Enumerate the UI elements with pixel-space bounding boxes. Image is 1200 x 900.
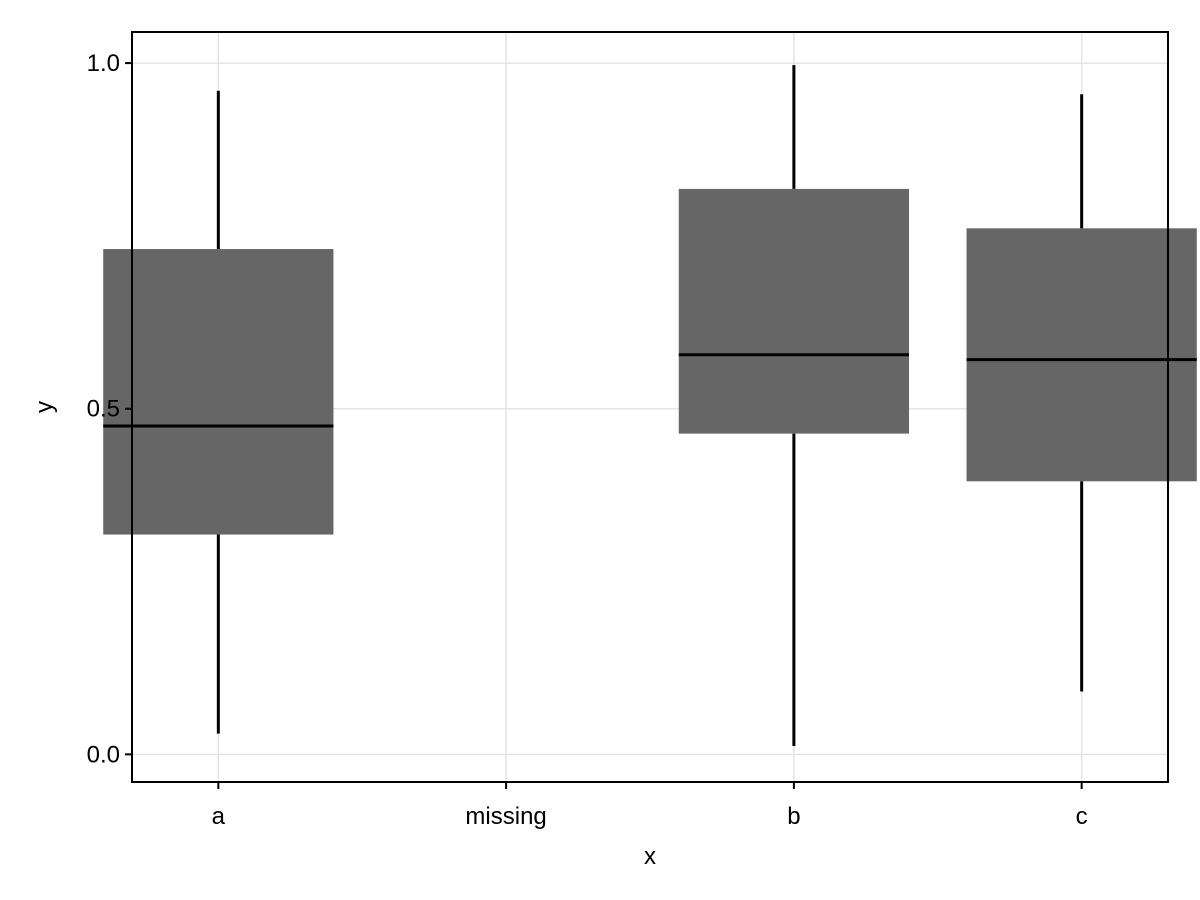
- box-a: [103, 90, 334, 734]
- y-tick-label: 0.5: [87, 396, 120, 423]
- x-tick-label: missing: [465, 803, 546, 830]
- box-c: [966, 94, 1197, 692]
- y-axis-title: y: [31, 401, 58, 413]
- y-axis: 0.0 0.5 1.0: [87, 50, 132, 768]
- x-axis-title: x: [644, 843, 656, 870]
- y-tick-label: 0.0: [87, 741, 120, 768]
- iqr-box: [966, 228, 1197, 482]
- y-tick-label: 1.0: [87, 50, 120, 77]
- plot-frame: [131, 31, 1169, 783]
- x-tick-label: c: [1076, 803, 1088, 830]
- iqr-box: [678, 188, 909, 434]
- x-axis: a missing b c: [212, 782, 1088, 830]
- box-b: [678, 65, 909, 747]
- x-tick-label: a: [212, 803, 226, 830]
- iqr-box: [103, 249, 334, 535]
- x-tick-label: b: [787, 803, 800, 830]
- box-series: [103, 65, 1197, 747]
